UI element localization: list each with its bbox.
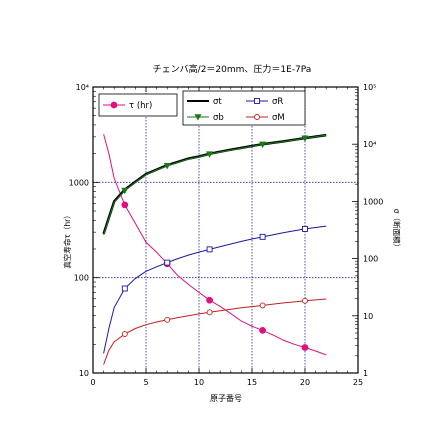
data-point-m bbox=[206, 309, 213, 316]
series-layer bbox=[102, 133, 327, 365]
legend-entry: σR bbox=[246, 97, 283, 107]
y-left-tick-label: 10⁴ bbox=[76, 83, 89, 92]
series-line-m bbox=[103, 298, 327, 365]
legend-left: τ (hr) bbox=[98, 93, 178, 117]
data-point-b bbox=[206, 151, 214, 158]
grid bbox=[93, 87, 358, 373]
series-line-b bbox=[103, 134, 327, 236]
legend-right-box bbox=[182, 90, 306, 126]
legend-right: σt σR σb σM bbox=[182, 90, 306, 126]
x-tick-label: 5 bbox=[143, 378, 148, 387]
y-axis-label-left: 真空寿命τ（hr） bbox=[62, 211, 72, 268]
x-tick-label: 0 bbox=[90, 378, 95, 387]
legend-label: σM bbox=[272, 113, 285, 123]
data-point-m bbox=[121, 331, 128, 337]
y-right-tick-label: 1000 bbox=[363, 197, 383, 206]
legend-label: σR bbox=[272, 97, 283, 107]
series-line-r bbox=[103, 225, 327, 354]
y-left-tick-label: 1000 bbox=[69, 178, 89, 187]
data-point-b bbox=[301, 135, 309, 142]
data-point-b bbox=[259, 141, 267, 149]
legend-swatch-marker bbox=[254, 114, 260, 120]
legend-swatch-marker bbox=[254, 98, 260, 104]
legend-label: σb bbox=[213, 113, 224, 123]
data-point-r bbox=[121, 285, 128, 292]
x-tick-label: 20 bbox=[300, 378, 310, 387]
data-point-hr bbox=[301, 344, 309, 351]
legend-left-box bbox=[98, 93, 178, 117]
y-right-tick-label: 1 bbox=[363, 369, 368, 378]
y-right-tick-label: 10⁵ bbox=[363, 83, 376, 92]
data-point-r bbox=[302, 225, 308, 232]
data-point-r bbox=[259, 233, 266, 240]
legend-entry: σt bbox=[187, 97, 222, 107]
legend-label: σt bbox=[213, 97, 222, 107]
legend-entry: σM bbox=[246, 113, 285, 123]
y-left-tick-label: 100 bbox=[74, 274, 89, 283]
legend-swatch-marker bbox=[194, 114, 202, 121]
data-point-r bbox=[164, 259, 171, 266]
x-tick-label: 15 bbox=[247, 378, 257, 387]
y-left-tick-label: 10 bbox=[79, 369, 89, 378]
data-point-hr bbox=[206, 296, 214, 304]
chart-title: チェンバ高/2＝20mm、圧力＝1E-7Pa bbox=[153, 63, 312, 75]
legend-label: τ (hr) bbox=[129, 101, 152, 111]
y-right-tick-label: 100 bbox=[363, 255, 378, 264]
data-point-hr bbox=[259, 326, 267, 334]
data-point-b bbox=[121, 187, 129, 195]
legend-swatch-marker bbox=[110, 101, 118, 109]
legend-entry: σb bbox=[187, 113, 224, 123]
data-point-hr bbox=[121, 201, 129, 209]
data-point-m bbox=[302, 297, 308, 304]
series-line-t bbox=[102, 133, 327, 235]
x-axis-label: 原子番号 bbox=[210, 393, 242, 403]
legend-entry: τ (hr) bbox=[103, 101, 152, 111]
tick-labels: 0 5 10 15 20 25 10 100 1000 10⁴ 1 10 100 1000 10⁴ 10⁵ bbox=[69, 83, 384, 387]
data-point-b bbox=[163, 162, 171, 170]
y-right-tick-label: 10⁴ bbox=[363, 140, 376, 149]
data-point-r bbox=[206, 246, 213, 253]
plot-frame bbox=[92, 86, 359, 374]
y-axis-label-right: σ（断面積） bbox=[392, 209, 402, 251]
data-point-m bbox=[259, 302, 266, 309]
series-line-hr bbox=[103, 134, 327, 356]
data-point-m bbox=[164, 316, 171, 323]
y-right-tick-label: 10 bbox=[363, 312, 373, 321]
x-tick-label: 10 bbox=[194, 378, 204, 387]
marker-layer bbox=[121, 135, 309, 351]
x-tick-label: 25 bbox=[353, 378, 363, 387]
